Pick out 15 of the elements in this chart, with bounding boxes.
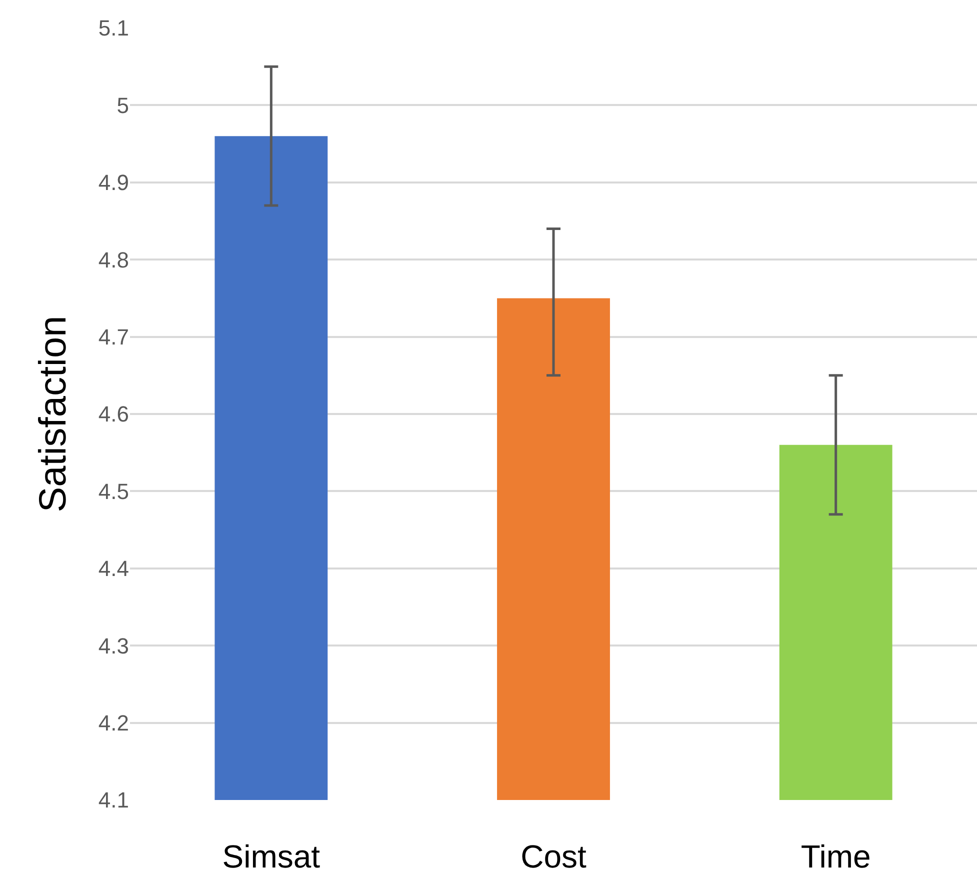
y-tick-label: 4.2 [98,710,129,736]
y-axis-title: Satisfaction [32,316,75,512]
y-tick-label: 4.8 [98,247,129,272]
y-tick-label: 4.4 [98,556,129,582]
y-tick-label: 4.6 [98,402,129,427]
x-tick-label: Time [800,838,871,874]
y-tick-label: 4.7 [98,324,129,350]
y-tick-label: 4.9 [98,170,129,196]
y-tick-label: 4.1 [98,788,129,813]
y-tick-label: 4.3 [98,633,129,658]
x-tick-label: Simsat [222,838,320,874]
y-tick-label: 5 [116,92,129,118]
y-tick-label: 5.1 [98,16,129,41]
y-tick-label: 4.5 [98,478,129,504]
x-tick-label: Cost [520,838,587,874]
